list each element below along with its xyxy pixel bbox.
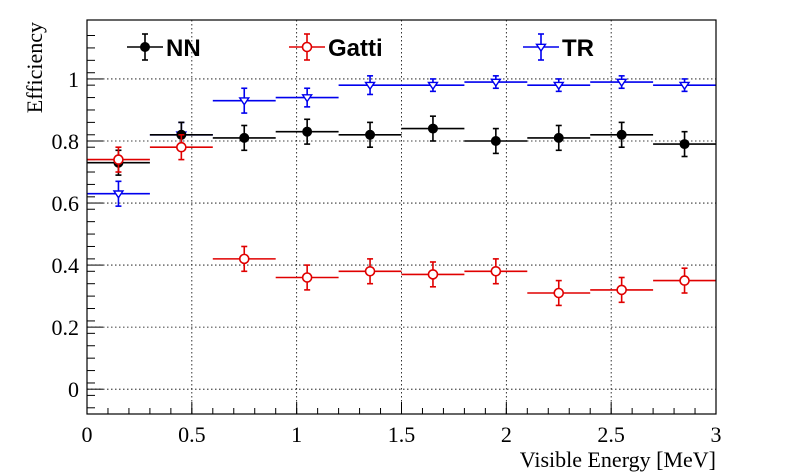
series-gatti: [87, 133, 716, 307]
legend-label: NN: [166, 35, 201, 62]
data-point: [364, 265, 376, 277]
x-tick-label: 1.5: [388, 422, 416, 447]
data-point: [535, 43, 547, 53]
data-point: [238, 97, 251, 106]
data-point: [490, 78, 502, 88]
x-tick-label: 1: [291, 422, 302, 447]
data-point: [301, 94, 313, 103]
data-point: [616, 129, 627, 140]
axis-ticks: [86, 35, 717, 414]
legend-entry-tr: TR: [523, 33, 594, 62]
y-axis-title: Efficiency: [22, 22, 47, 113]
y-tick-label: 0.2: [52, 315, 80, 340]
y-tick-label: 0.6: [52, 191, 80, 216]
data-point: [553, 132, 564, 143]
data-point: [140, 42, 150, 52]
x-axis-title: Visible Energy [MeV]: [520, 447, 716, 472]
plot-frame: [86, 19, 717, 415]
data-point: [553, 287, 565, 299]
data-point: [238, 253, 250, 265]
x-tick-label: 0: [82, 422, 93, 447]
data-point: [552, 81, 565, 91]
data-point: [112, 190, 125, 199]
data-point: [364, 81, 376, 91]
data-point: [615, 78, 628, 88]
data-point: [427, 269, 439, 280]
y-tick-label: 1: [68, 67, 79, 92]
data-point: [678, 81, 691, 91]
legend-entry-gatti: Gatti: [289, 33, 383, 62]
data-point: [616, 284, 627, 296]
y-tick-label: 0.8: [52, 129, 80, 154]
x-tick-label: 2: [501, 422, 512, 447]
data-point: [365, 129, 376, 140]
data-point: [427, 81, 439, 91]
data-point: [301, 272, 313, 283]
x-tick-labels: 0 0.5 1 1.5 2 2.5 3: [82, 422, 722, 447]
data-point: [113, 154, 124, 165]
y-tick-label: 0: [68, 377, 79, 402]
legend-label: Gatti: [328, 35, 383, 62]
data-point: [490, 135, 501, 146]
data-point: [490, 265, 502, 277]
x-tick-label: 3: [711, 422, 722, 447]
data-point: [176, 141, 187, 153]
series-tr: [87, 75, 716, 207]
y-tick-label: 0.4: [52, 253, 80, 278]
x-tick-label: 0.5: [178, 422, 206, 447]
legend: NN Gatti TR: [127, 33, 594, 62]
data-point: [427, 123, 438, 134]
data-point: [679, 275, 690, 286]
legend-label: TR: [562, 35, 594, 62]
data-point: [301, 41, 313, 53]
data-point: [239, 132, 250, 143]
y-tick-labels: 0 0.2 0.4 0.6 0.8 1: [52, 67, 80, 402]
legend-entry-nn: NN: [127, 33, 201, 62]
x-tick-label: 2.5: [597, 422, 625, 447]
data-series: [87, 75, 716, 307]
data-point: [302, 126, 313, 137]
data-point: [679, 139, 690, 150]
